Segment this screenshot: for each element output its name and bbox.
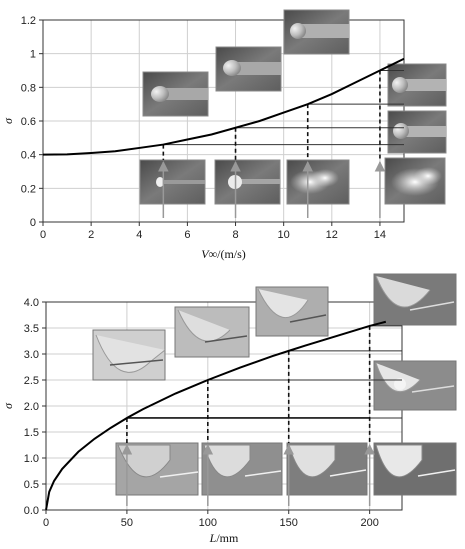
- top-chart-y-tick-label: 1: [30, 49, 36, 61]
- top-photo-cavity-2: [215, 46, 282, 92]
- bottom-chart-x-tick-label: 200: [360, 517, 378, 529]
- top-chart-y-label: σ: [1, 117, 15, 124]
- bottom-chart-y-tick-label: 3.5: [24, 323, 39, 335]
- bottom-chart-y-label: σ: [1, 402, 15, 409]
- top-chart: 0 2 4 6 8 10 12 14 0 0.2 0.4 0.6 0.8 1 1.2 V∞/(m/s) σ: [1, 9, 447, 261]
- top-chart-x-tick-label: 14: [374, 229, 386, 241]
- bottom-photo-7: [201, 442, 283, 496]
- bottom-photo-1: [92, 329, 166, 381]
- top-photo-cavity-1: [142, 71, 209, 117]
- top-chart-x-ticks: 0 2 4 6 8 10 12 14: [40, 222, 386, 241]
- bottom-photo-3: [255, 286, 329, 337]
- top-chart-y-ticks: 0 0.2 0.4 0.6 0.8 1 1.2: [21, 15, 43, 229]
- bottom-chart-x-tick-label: 150: [280, 517, 298, 529]
- top-photo-v14: [384, 157, 446, 205]
- bottom-chart-x-label-unit: /mm: [216, 531, 239, 545]
- top-chart-x-tick-label: 8: [232, 229, 238, 241]
- bottom-chart-x-tick-label: 0: [43, 517, 49, 529]
- top-photo-side-1: [387, 63, 447, 107]
- top-chart-y-tick-label: 0: [30, 217, 36, 229]
- top-chart-x-tick-label: 0: [40, 229, 46, 241]
- bottom-photo-2: [174, 306, 250, 358]
- bottom-photo-9: [373, 442, 457, 496]
- bottom-photo-5: [373, 360, 457, 411]
- top-photo-v8: [214, 159, 281, 205]
- top-chart-y-tick-label: 0.6: [21, 116, 36, 128]
- top-chart-x-label-var: V∞: [201, 247, 217, 261]
- bottom-chart-y-tick-label: 3.0: [24, 349, 39, 361]
- bottom-chart-y-tick-label: 0.5: [24, 479, 39, 491]
- top-chart-x-label: V∞/(m/s): [201, 247, 246, 261]
- bottom-photo-6: [115, 442, 199, 496]
- top-photo-side-2: [387, 110, 447, 154]
- bottom-chart-y-tick-label: 4.0: [24, 297, 39, 309]
- top-photo-v5: [139, 159, 206, 205]
- bottom-photo-4: [373, 273, 457, 326]
- bottom-chart-y-tick-label: 1.5: [24, 427, 39, 439]
- top-chart-y-tick-label: 0.2: [21, 183, 36, 195]
- top-chart-x-tick-label: 4: [136, 229, 142, 241]
- top-photo-v11: [286, 159, 350, 205]
- bottom-chart-x-label-var: L: [209, 531, 217, 545]
- bottom-chart-x-tick-label: 100: [199, 517, 217, 529]
- top-chart-connectors: [158, 70, 404, 218]
- bottom-chart-connectors: [121, 325, 402, 506]
- bottom-chart-y-tick-label: 0.0: [24, 505, 39, 517]
- bottom-chart-y-ticks: 0.0 0.5 1.0 1.5 2.0 2.5 3.0 3.5 4.0: [24, 297, 46, 517]
- bottom-chart-y-tick-label: 2.5: [24, 375, 39, 387]
- bottom-chart-y-tick-label: 1.0: [24, 453, 39, 465]
- top-chart-x-tick-label: 12: [326, 229, 338, 241]
- top-photo-cavity-3: [283, 9, 350, 55]
- top-chart-curve: [42, 57, 405, 156]
- bottom-chart-x-tick-label: 50: [121, 517, 133, 529]
- top-chart-x-tick-label: 6: [184, 229, 190, 241]
- top-chart-x-tick-label: 10: [278, 229, 290, 241]
- top-chart-y-tick-label: 0.4: [21, 150, 36, 162]
- bottom-photo-8: [286, 442, 368, 496]
- bottom-chart-curve: [45, 320, 387, 511]
- top-chart-y-tick-label: 1.2: [21, 15, 36, 27]
- bottom-chart-y-tick-label: 2.0: [24, 401, 39, 413]
- bottom-chart: 0 50 100 150 200 0.0 0.5 1.0 1.5 2.0 2.5 3.0 3.5 4.0…: [1, 273, 457, 545]
- top-chart-x-label-unit: /(m/s): [217, 247, 246, 261]
- top-chart-y-tick-label: 0.8: [21, 82, 36, 94]
- bottom-chart-x-ticks: 0 50 100 150 200: [43, 510, 379, 529]
- top-chart-x-tick-label: 2: [88, 229, 94, 241]
- bottom-chart-x-label: L/mm: [209, 531, 239, 545]
